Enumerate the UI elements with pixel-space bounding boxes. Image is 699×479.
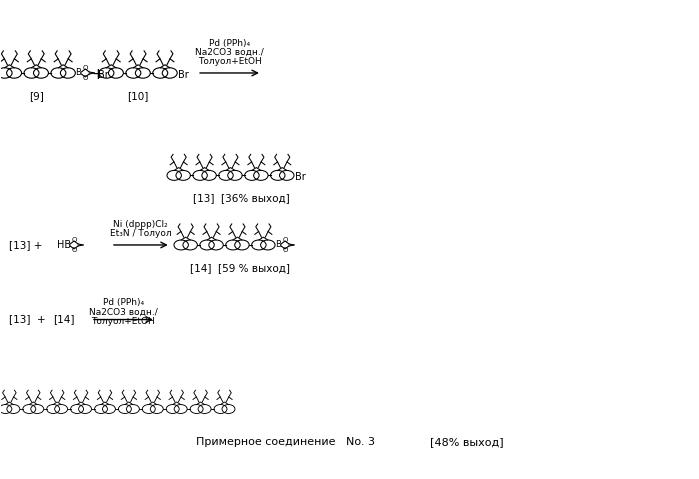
Text: [13]  [36% выход]: [13] [36% выход]	[193, 193, 289, 203]
Text: O: O	[282, 247, 288, 253]
Text: Pd (PPh)₄: Pd (PPh)₄	[103, 297, 144, 307]
Text: O: O	[282, 237, 288, 243]
Text: Примерное соединение   No. 3: Примерное соединение No. 3	[196, 437, 375, 447]
Text: Ni (dppp)Cl₂: Ni (dppp)Cl₂	[113, 220, 168, 229]
Text: O: O	[82, 75, 88, 81]
Text: [14]  [59 % выход]: [14] [59 % выход]	[190, 263, 290, 273]
Text: Br: Br	[178, 70, 189, 80]
Text: Na2CO3 водн./: Na2CO3 водн./	[195, 48, 264, 57]
Text: [10]: [10]	[127, 91, 149, 101]
Text: HB: HB	[57, 240, 71, 250]
Text: [9]: [9]	[29, 91, 43, 101]
Text: +: +	[91, 68, 103, 82]
Text: [48% выход]: [48% выход]	[430, 437, 503, 447]
Text: B: B	[75, 68, 81, 78]
Text: O: O	[71, 237, 77, 243]
Text: O: O	[82, 65, 88, 71]
Text: O: O	[71, 247, 77, 253]
Text: [13] +: [13] +	[9, 240, 43, 250]
Text: Толуол+EtOH: Толуол+EtOH	[92, 318, 155, 327]
Text: B: B	[275, 240, 281, 250]
Text: Et₃N / Толуол: Et₃N / Толуол	[110, 229, 172, 238]
Text: [13]  +: [13] +	[9, 315, 46, 325]
Text: Br: Br	[295, 172, 305, 182]
Text: [14]: [14]	[53, 315, 75, 325]
Text: Толуол+EtOH: Толуол+EtOH	[198, 57, 261, 66]
Text: Na2CO3 водн./: Na2CO3 водн./	[89, 308, 158, 317]
Text: Br: Br	[99, 70, 109, 80]
Text: Pd (PPh)₄: Pd (PPh)₄	[209, 39, 250, 48]
